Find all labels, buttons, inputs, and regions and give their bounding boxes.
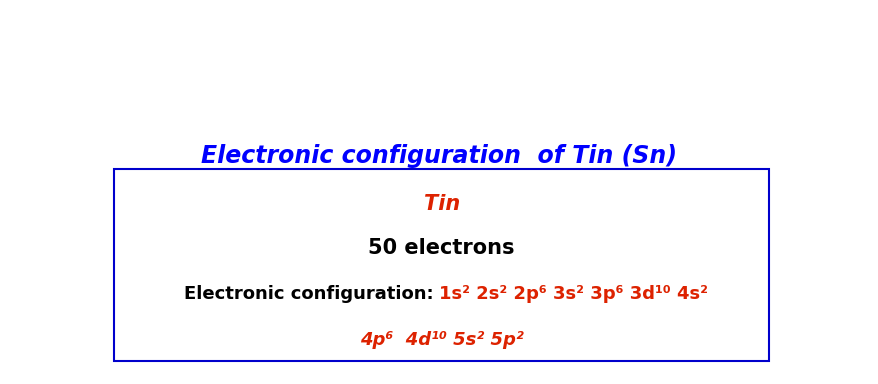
Text: Electronic configuration:: Electronic configuration: <box>184 285 439 303</box>
Text: 1s² 2s² 2p⁶ 3s² 3p⁶ 3d¹⁰ 4s²: 1s² 2s² 2p⁶ 3s² 3p⁶ 3d¹⁰ 4s² <box>439 285 708 303</box>
Text: Tin: Tin <box>423 194 459 214</box>
Text: 50 electrons: 50 electrons <box>368 238 515 258</box>
Text: Electronic configuration  of Tin (Sn): Electronic configuration of Tin (Sn) <box>201 144 677 167</box>
Text: 4p⁶  4d¹⁰ 5s² 5p²: 4p⁶ 4d¹⁰ 5s² 5p² <box>359 331 523 349</box>
FancyBboxPatch shape <box>114 169 768 361</box>
